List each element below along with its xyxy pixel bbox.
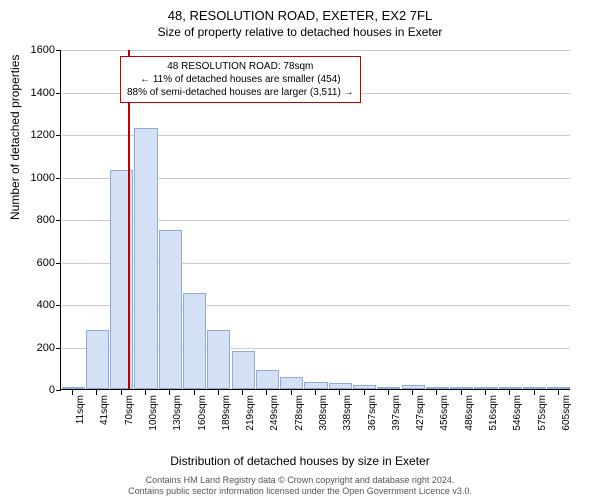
xtick-mark [96,390,97,395]
histogram-bar [499,387,522,389]
xtick-mark [534,390,535,395]
xtick-mark [218,390,219,395]
chart-area: 48 RESOLUTION ROAD: 78sqm ← 11% of detac… [60,50,570,390]
footer-line-1: Contains HM Land Registry data © Crown c… [0,475,600,487]
histogram-bar [62,387,85,389]
histogram-bar [232,351,255,389]
ytick-label: 1000 [15,172,55,184]
ytick-label: 800 [15,214,55,226]
ytick-label: 200 [15,342,55,354]
xtick-mark [388,390,389,395]
ytick-label: 0 [15,384,55,396]
histogram-bar [353,385,376,389]
xtick-label: 249sqm [269,395,280,445]
annotation-line-3: 88% of semi-detached houses are larger (… [127,86,354,99]
xtick-label: 100sqm [148,395,159,445]
xtick-label: 605sqm [561,395,572,445]
xtick-mark [169,390,170,395]
histogram-bar [426,387,449,389]
xtick-mark [509,390,510,395]
histogram-bar [450,387,473,389]
ytick-mark [56,305,61,306]
xtick-label: 70sqm [124,395,135,445]
xtick-label: 278sqm [294,395,305,445]
xtick-label: 546sqm [512,395,523,445]
xtick-mark [72,390,73,395]
histogram-bar [256,370,279,389]
histogram-bar [183,293,206,389]
xtick-mark [145,390,146,395]
xtick-mark [242,390,243,395]
xtick-mark [315,390,316,395]
xtick-mark [266,390,267,395]
chart-title-main: 48, RESOLUTION ROAD, EXETER, EX2 7FL [0,8,600,23]
ytick-label: 1200 [15,129,55,141]
ytick-mark [56,93,61,94]
xtick-label: 575sqm [537,395,548,445]
annotation-box: 48 RESOLUTION ROAD: 78sqm ← 11% of detac… [120,56,361,103]
xtick-label: 11sqm [75,395,86,445]
xtick-label: 41sqm [99,395,110,445]
xtick-mark [194,390,195,395]
xtick-label: 338sqm [342,395,353,445]
ytick-mark [56,390,61,391]
xtick-label: 130sqm [172,395,183,445]
ytick-mark [56,50,61,51]
xtick-mark [412,390,413,395]
ytick-mark [56,263,61,264]
ytick-label: 1400 [15,87,55,99]
xtick-label: 308sqm [318,395,329,445]
chart-title-sub: Size of property relative to detached ho… [0,25,600,39]
ytick-mark [56,220,61,221]
xtick-mark [436,390,437,395]
xtick-mark [558,390,559,395]
xtick-label: 516sqm [488,395,499,445]
ytick-label: 1600 [15,44,55,56]
histogram-bar [280,377,303,389]
histogram-bar [207,330,230,390]
annotation-line-1: 48 RESOLUTION ROAD: 78sqm [127,60,354,73]
histogram-bar [134,128,157,389]
xtick-label: 397sqm [391,395,402,445]
gridline [61,50,570,51]
histogram-bar [86,330,109,390]
xtick-label: 456sqm [439,395,450,445]
x-axis-label: Distribution of detached houses by size … [0,454,600,468]
histogram-bar [402,385,425,389]
xtick-label: 160sqm [197,395,208,445]
xtick-label: 486sqm [464,395,475,445]
ytick-mark [56,135,61,136]
ytick-mark [56,178,61,179]
ytick-label: 400 [15,299,55,311]
annotation-line-2: ← 11% of detached houses are smaller (45… [127,73,354,86]
histogram-bar [547,387,570,389]
histogram-bar [377,387,400,389]
xtick-label: 367sqm [367,395,378,445]
ytick-label: 600 [15,257,55,269]
footer-line-2: Contains public sector information licen… [0,486,600,498]
chart-title-block: 48, RESOLUTION ROAD, EXETER, EX2 7FL Siz… [0,0,600,39]
histogram-bar [329,383,352,389]
ytick-mark [56,348,61,349]
xtick-label: 427sqm [415,395,426,445]
histogram-bar [523,387,546,389]
xtick-label: 189sqm [221,395,232,445]
xtick-mark [121,390,122,395]
xtick-label: 219sqm [245,395,256,445]
histogram-bar [159,230,182,389]
xtick-mark [485,390,486,395]
xtick-mark [339,390,340,395]
xtick-mark [461,390,462,395]
histogram-bar [474,387,497,389]
footer-attribution: Contains HM Land Registry data © Crown c… [0,475,600,498]
histogram-bar [304,382,327,389]
xtick-mark [364,390,365,395]
xtick-mark [291,390,292,395]
